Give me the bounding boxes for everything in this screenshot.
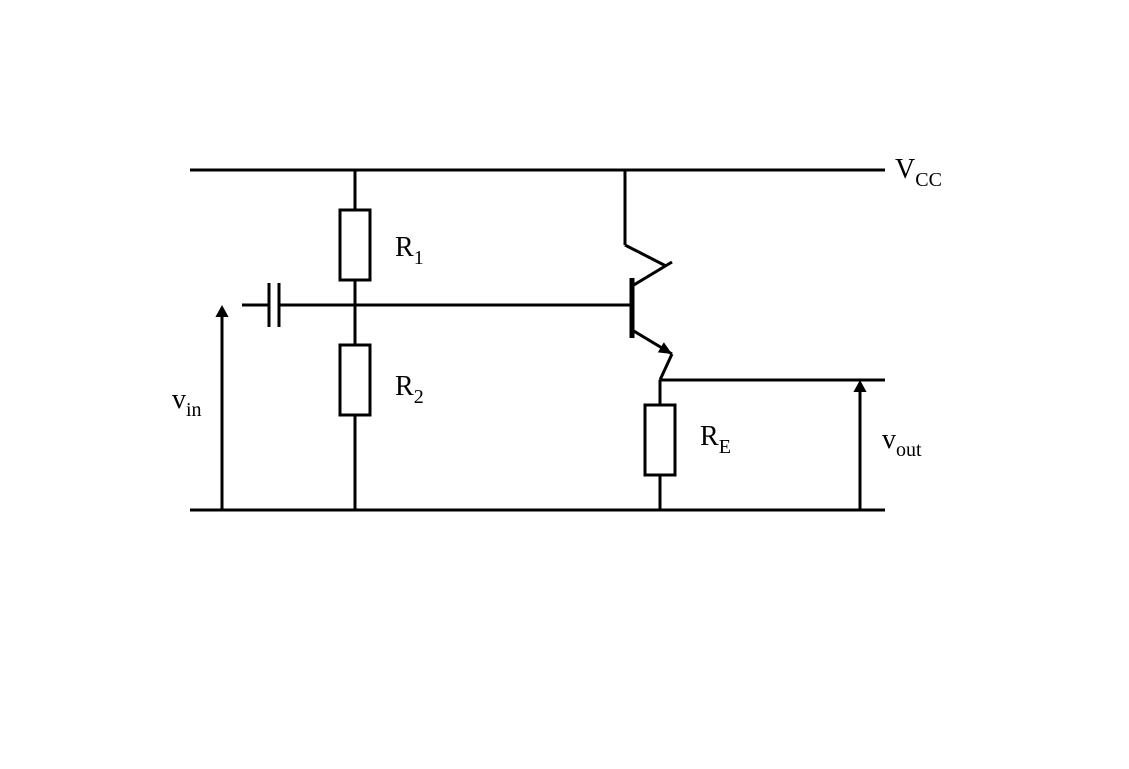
- resistor-r2: [340, 345, 370, 415]
- resistor-re: [645, 405, 675, 475]
- wire-emitter-down: [660, 354, 672, 380]
- vin-arrow-head: [215, 305, 228, 317]
- resistor-r1: [340, 210, 370, 280]
- wire-collector-diag: [625, 245, 666, 266]
- label-re: RE: [700, 421, 731, 458]
- label-vin: vin: [172, 384, 202, 421]
- transistor-collector: [632, 262, 672, 286]
- label-vout: vout: [882, 424, 922, 461]
- vout-arrow-head: [853, 380, 866, 392]
- label-r1: R1: [395, 232, 424, 269]
- label-r2: R2: [395, 371, 424, 408]
- circuit-schematic: VCC R1 R2 RE vin vout: [0, 0, 1129, 769]
- label-vcc: VCC: [895, 154, 942, 191]
